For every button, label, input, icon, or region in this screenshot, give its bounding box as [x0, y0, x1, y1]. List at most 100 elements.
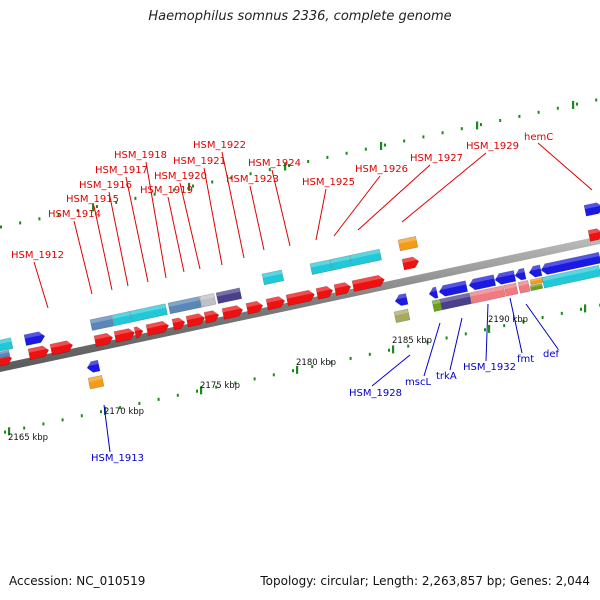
gene-feature: [397, 235, 419, 252]
gene-feature: [528, 264, 543, 278]
tick-mark: [522, 320, 525, 324]
tick-mark: [119, 406, 122, 410]
gene-label: hemC: [524, 132, 553, 143]
tick-mark: [96, 205, 98, 209]
tick-mark: [19, 221, 22, 225]
tick-mark: [595, 98, 598, 102]
tick-mark: [480, 123, 482, 127]
gene-feature: [167, 296, 202, 315]
leader-line: [145, 161, 167, 279]
leader-line: [167, 196, 185, 273]
tick-mark: [42, 422, 45, 426]
gene-label: HSM_1913: [91, 453, 144, 464]
gene-label: HSM_1920: [154, 171, 207, 182]
gene-feature: [49, 339, 74, 356]
gene-feature: [529, 283, 544, 292]
tick-mark: [307, 159, 310, 163]
gene-feature: [401, 255, 420, 271]
leader-line: [203, 167, 223, 266]
gene-feature: [285, 289, 315, 307]
genome-backbone: [0, 236, 600, 372]
gene-feature: [494, 270, 517, 285]
gene-feature: [86, 359, 101, 373]
gene-feature: [245, 300, 264, 315]
leader-line: [401, 152, 487, 223]
map-title: Haemophilus somnus 2336, complete genome: [148, 9, 452, 24]
tick-mark: [192, 184, 194, 188]
gene-feature: [329, 255, 353, 271]
tick-mark: [426, 340, 429, 344]
tick-mark: [272, 373, 275, 377]
tick-mark: [153, 192, 156, 196]
gene-feature: [541, 264, 600, 289]
kbp-label: 2180 kbp: [296, 358, 336, 368]
gene-label: fmt: [517, 354, 534, 365]
tick-mark: [288, 164, 290, 168]
gene-label: trkA: [436, 371, 457, 382]
kbp-label: 2190 kbp: [488, 315, 528, 325]
gene-feature: [0, 337, 14, 353]
tick-mark: [364, 147, 367, 151]
gene-label: HSM_1916: [79, 180, 132, 191]
tick-mark: [560, 311, 563, 315]
tick-mark: [211, 180, 214, 184]
major-tick: [188, 182, 191, 191]
tick-mark: [349, 356, 352, 360]
tick-mark: [326, 155, 329, 159]
leader-line: [93, 205, 113, 291]
tick-mark: [384, 143, 386, 147]
tick-mark: [38, 217, 41, 221]
major-tick: [200, 386, 203, 395]
gene-feature: [431, 298, 443, 312]
tick-mark: [0, 225, 2, 229]
gene-label: HSM_1919: [140, 185, 193, 196]
leader-line: [249, 185, 265, 251]
gene-feature: [215, 287, 243, 305]
gene-feature: [23, 330, 46, 346]
tick-mark: [234, 381, 237, 385]
gene-label: HSM_1928: [349, 388, 402, 399]
leader-line: [371, 354, 411, 387]
major-tick: [380, 141, 383, 150]
major-tick: [296, 365, 299, 374]
gene-feature: [587, 227, 600, 242]
kbp-label: 2165 kbp: [8, 433, 48, 443]
leader-line: [271, 169, 291, 247]
leader-line: [315, 188, 327, 241]
kbp-label: 2170 kbp: [104, 407, 144, 417]
leader-line: [221, 151, 245, 259]
gene-feature: [469, 285, 506, 304]
tick-mark: [403, 139, 406, 143]
tick-mark: [537, 110, 540, 114]
tick-mark: [580, 307, 582, 311]
gene-label: HSM_1917: [95, 165, 148, 176]
forward-gene-labels: HSM_1912 HSM_1914 HSM_1915 HSM_1916 HSM_…: [11, 132, 553, 261]
gene-label: HSM_1912: [11, 250, 64, 261]
gene-feature: [394, 293, 409, 306]
gene-feature: [315, 285, 334, 300]
tick-mark: [268, 168, 271, 172]
gene-label: def: [543, 349, 560, 360]
leader-line: [33, 261, 49, 309]
gene-label: HSM_1925: [302, 177, 355, 188]
leader-line: [537, 142, 593, 191]
leader-line: [357, 164, 431, 231]
leader-line: [485, 303, 489, 362]
tick-mark: [100, 410, 102, 414]
gene-feature: [393, 308, 411, 324]
leader-line: [179, 182, 201, 270]
tick-mark: [215, 385, 218, 389]
major-tick: [284, 162, 287, 171]
gene-label: HSM_1915: [66, 194, 119, 205]
tick-mark: [176, 393, 179, 397]
tick-mark: [57, 213, 60, 217]
tick-mark: [172, 188, 175, 192]
gene-features: [0, 201, 600, 390]
gene-feature: [351, 274, 385, 293]
tick-mark: [541, 315, 544, 319]
tick-mark: [422, 135, 425, 139]
leader-line: [73, 220, 93, 295]
tick-mark: [115, 200, 118, 204]
leader-line: [333, 175, 381, 237]
